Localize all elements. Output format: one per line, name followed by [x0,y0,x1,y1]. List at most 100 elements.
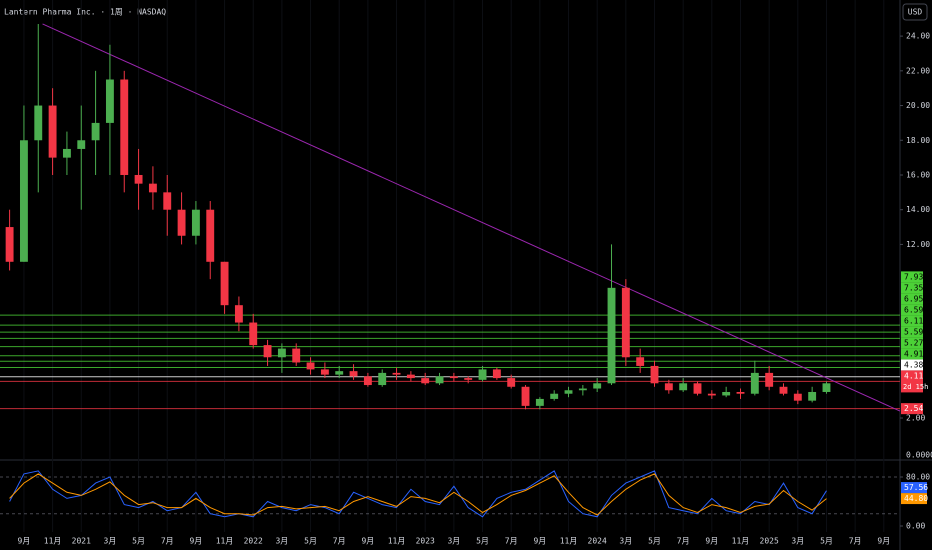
candle-body [707,393,716,396]
trendline [42,23,901,412]
level-label-box [901,315,923,327]
candle-body [636,357,645,366]
y-tick-label: 12.00 [906,240,930,249]
level-label: 5.27 [904,338,923,347]
x-tick-label: 7月 [677,537,690,546]
x-tick-label: 9月 [189,537,202,546]
candle-body [349,371,358,377]
candle-body [650,365,659,384]
x-tick-label: 5月 [820,537,833,546]
candle-body [306,362,315,370]
x-tick-label: 11月 [732,537,750,546]
candle-body [77,140,86,149]
y-tick-label: 80.00 [906,473,930,482]
level-label: 5.59 [904,327,923,336]
candle-body [5,227,14,262]
x-tick-label: 7月 [849,537,862,546]
currency-button[interactable] [902,3,928,21]
candle-body [191,209,200,236]
candle-body [822,383,831,392]
candle-body [679,383,688,391]
level-label: 4.11 [904,371,923,380]
candle-body [664,383,673,391]
candle-body [621,287,630,358]
candle-body [62,148,71,158]
candle-body [320,369,329,375]
x-tick-label: 9月 [877,537,890,546]
candle-body [593,383,602,389]
y-tick-label: 14.00 [906,205,930,214]
x-tick-label: 3月 [447,537,460,546]
last-value-box [901,493,927,505]
x-tick-label: 11月 [216,537,234,546]
chart-title: Lantern Pharma Inc. · 1周 · NASDAQ [4,8,166,17]
level-label: 6.95 [904,294,923,303]
y-tick-label: 18.00 [906,136,930,145]
candle-body [435,376,444,384]
x-tick-label: 3月 [619,537,632,546]
x-tick-label: 5月 [304,537,317,546]
level-label: 2.54 [904,404,923,413]
candle-body [134,174,143,184]
y-tick-label: 22.00 [906,66,930,75]
candle-body [449,376,458,379]
x-tick-label: 7月 [333,537,346,546]
candle-body [277,348,286,358]
candle-body [507,378,516,387]
last-value-box [901,482,927,494]
candle-body [19,140,28,262]
y-tick-label: 2.00 [906,414,925,423]
candle-body [492,369,501,379]
level-label-box [901,293,923,305]
oscillator-line [9,470,827,518]
candle-body [249,322,258,346]
y-tick-label: 0.00 [906,521,925,530]
countdown: 2d 15h [903,383,928,391]
level-label: 6.59 [904,305,923,314]
x-tick-label: 3月 [791,537,804,546]
candle-body [335,371,344,375]
level-label-box [901,326,923,338]
candle-body [722,391,731,396]
last-value-label: 57.56 [904,483,928,492]
level-label-box [901,337,923,349]
level-label-box [901,370,923,393]
candle-body [378,372,387,386]
candle-body [48,105,57,158]
x-tick-label: 5月 [648,537,661,546]
x-tick-label: 11月 [44,537,62,546]
x-tick-label: 2025 [760,537,779,546]
candle-body [564,390,573,394]
x-tick-label: 11月 [388,537,406,546]
candle-body [363,376,372,386]
candle-body [521,386,530,406]
x-tick-label: 3月 [275,537,288,546]
candle-body [550,393,559,399]
candle-body [148,183,157,193]
level-label: 4.38 [904,360,923,369]
candle-body [263,345,272,358]
candle-body [693,383,702,394]
candle-body [105,79,114,123]
level-label-box [901,271,923,283]
candle-body [120,79,129,175]
x-tick-label: 5月 [132,537,145,546]
level-label: 7.35 [904,283,923,292]
x-tick-label: 9月 [705,537,718,546]
candle-body [808,391,817,401]
x-tick-label: 5月 [476,537,489,546]
x-tick-label: 9月 [18,537,31,546]
currency[interactable]: USD [908,8,923,17]
x-tick-label: 7月 [161,537,174,546]
candle-body [779,386,788,394]
candle-body [392,372,401,375]
candle-body [750,372,759,394]
candle-body [234,305,243,323]
candle-body [578,388,587,391]
candle-body [292,348,301,363]
candle-body [793,393,802,401]
last-value-label: 44.80 [904,494,928,503]
candle-body [421,378,430,384]
y-tick-label: 20.00 [906,101,930,110]
